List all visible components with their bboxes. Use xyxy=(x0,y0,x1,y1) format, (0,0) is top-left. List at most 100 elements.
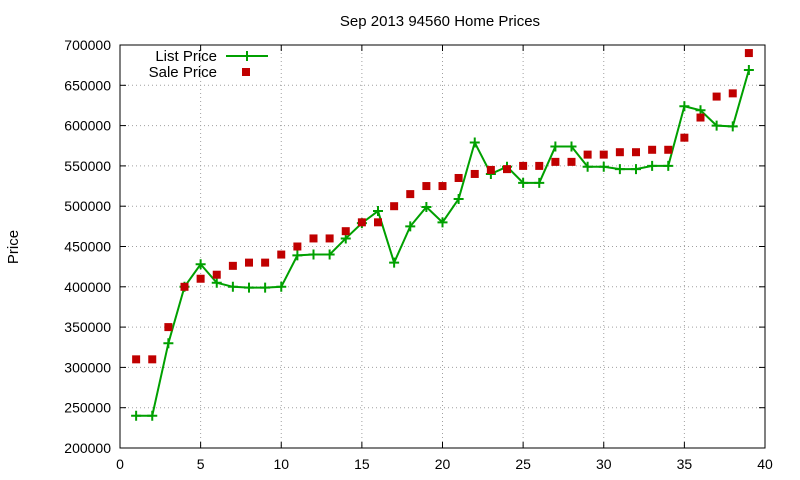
list-price-point xyxy=(711,120,722,131)
sale-price-point xyxy=(245,258,253,267)
sale-price-point xyxy=(228,261,237,270)
sale-price-point xyxy=(664,145,673,154)
sale-price-point xyxy=(567,157,576,166)
x-tick-label: 25 xyxy=(515,456,531,472)
sale-price-point xyxy=(390,202,399,211)
sale-price-point xyxy=(470,169,479,178)
list-price-point xyxy=(211,277,222,288)
list-price-point xyxy=(727,121,738,132)
list-price-point xyxy=(566,141,577,152)
sale-price-point xyxy=(744,49,753,58)
sale-price-point xyxy=(406,190,415,199)
list-price-point xyxy=(582,161,593,172)
x-tick-label: 40 xyxy=(757,456,773,472)
sale-price-point xyxy=(648,145,657,154)
list-price-point xyxy=(550,141,561,152)
list-price-point xyxy=(244,282,254,293)
legend-label-sale-price: Sale Price xyxy=(149,64,217,81)
sale-price-point xyxy=(615,148,624,157)
list-price-point xyxy=(195,259,206,270)
list-price-point xyxy=(518,177,529,188)
y-tick-label: 200000 xyxy=(64,440,111,456)
sale-price-point xyxy=(196,274,205,283)
sale-price-point xyxy=(551,157,560,166)
list-price-point xyxy=(421,202,432,213)
sale-price-point xyxy=(503,165,511,174)
sale-price-point xyxy=(374,218,382,227)
sale-price-point xyxy=(454,173,463,182)
list-price-point xyxy=(679,101,690,112)
sale-price-point xyxy=(293,242,302,251)
list-price-point xyxy=(292,250,303,261)
y-tick-label: 250000 xyxy=(64,400,111,416)
sale-price-point xyxy=(357,218,366,227)
sale-price-point xyxy=(132,355,141,364)
list-price-point xyxy=(163,338,174,349)
sale-price-point xyxy=(535,161,544,170)
list-price-point xyxy=(534,177,545,188)
y-tick-label: 500000 xyxy=(64,198,111,214)
sale-price-point xyxy=(309,234,318,243)
y-axis-label: Price xyxy=(5,230,22,264)
list-price-point xyxy=(647,160,658,171)
sale-price-point xyxy=(341,227,350,236)
legend-label-list-price: List Price xyxy=(155,48,217,65)
x-tick-label: 30 xyxy=(596,456,612,472)
sale-price-point xyxy=(438,182,447,191)
list-price-point xyxy=(598,161,609,172)
list-price-point xyxy=(308,249,319,260)
y-tick-label: 350000 xyxy=(64,319,111,335)
x-tick-label: 15 xyxy=(354,456,370,472)
list-price-point xyxy=(260,282,271,293)
list-price-point xyxy=(743,64,754,75)
sale-price-point xyxy=(519,161,528,170)
y-tick-label: 600000 xyxy=(64,118,111,134)
y-tick-label: 400000 xyxy=(64,279,111,295)
list-price-point xyxy=(453,193,464,204)
sale-price-point xyxy=(148,355,157,364)
chart-title: Sep 2013 94560 Home Prices xyxy=(340,13,540,30)
sale-price-point xyxy=(422,182,431,191)
list-price-point xyxy=(227,281,238,292)
legend-marker-list-price xyxy=(242,51,252,61)
list-price-point xyxy=(469,137,480,148)
sale-price-point xyxy=(712,92,721,101)
list-price-point xyxy=(373,206,383,217)
list-price-point xyxy=(324,249,335,260)
legend-marker-sale-price xyxy=(242,68,250,76)
y-tick-label: 450000 xyxy=(64,239,111,255)
sale-price-point xyxy=(325,234,334,243)
sale-price-point xyxy=(728,89,737,98)
y-tick-label: 550000 xyxy=(64,158,111,174)
list-price-point xyxy=(147,410,158,421)
y-tick-label: 650000 xyxy=(64,77,111,93)
sale-price-point xyxy=(583,150,592,159)
sale-price-point xyxy=(261,258,270,267)
sale-price-point xyxy=(680,133,689,142)
sale-price-point xyxy=(486,165,495,174)
y-tick-label: 700000 xyxy=(64,37,111,53)
sale-price-point xyxy=(164,323,173,332)
sale-price-point xyxy=(599,150,608,159)
list-price-point xyxy=(663,160,674,171)
list-price-point xyxy=(131,410,142,421)
list-price-point xyxy=(276,281,287,292)
list-price-point xyxy=(631,164,641,175)
x-tick-label: 35 xyxy=(677,456,693,472)
x-tick-label: 5 xyxy=(197,456,205,472)
x-tick-label: 0 xyxy=(116,456,124,472)
axes: 200000 250000 300000 350000 400000 450000 5000… xyxy=(64,37,773,472)
list-price-point xyxy=(437,217,448,228)
grid-lines xyxy=(120,45,765,448)
list-price-point xyxy=(614,164,625,175)
list-price-point xyxy=(389,257,400,268)
x-tick-label: 20 xyxy=(435,456,451,472)
sale-price-point xyxy=(696,113,705,122)
sale-price-point xyxy=(632,148,640,157)
list-price-point xyxy=(405,221,416,232)
sale-price-point xyxy=(277,250,286,259)
plot-series xyxy=(131,49,754,421)
x-tick-label: 10 xyxy=(273,456,289,472)
